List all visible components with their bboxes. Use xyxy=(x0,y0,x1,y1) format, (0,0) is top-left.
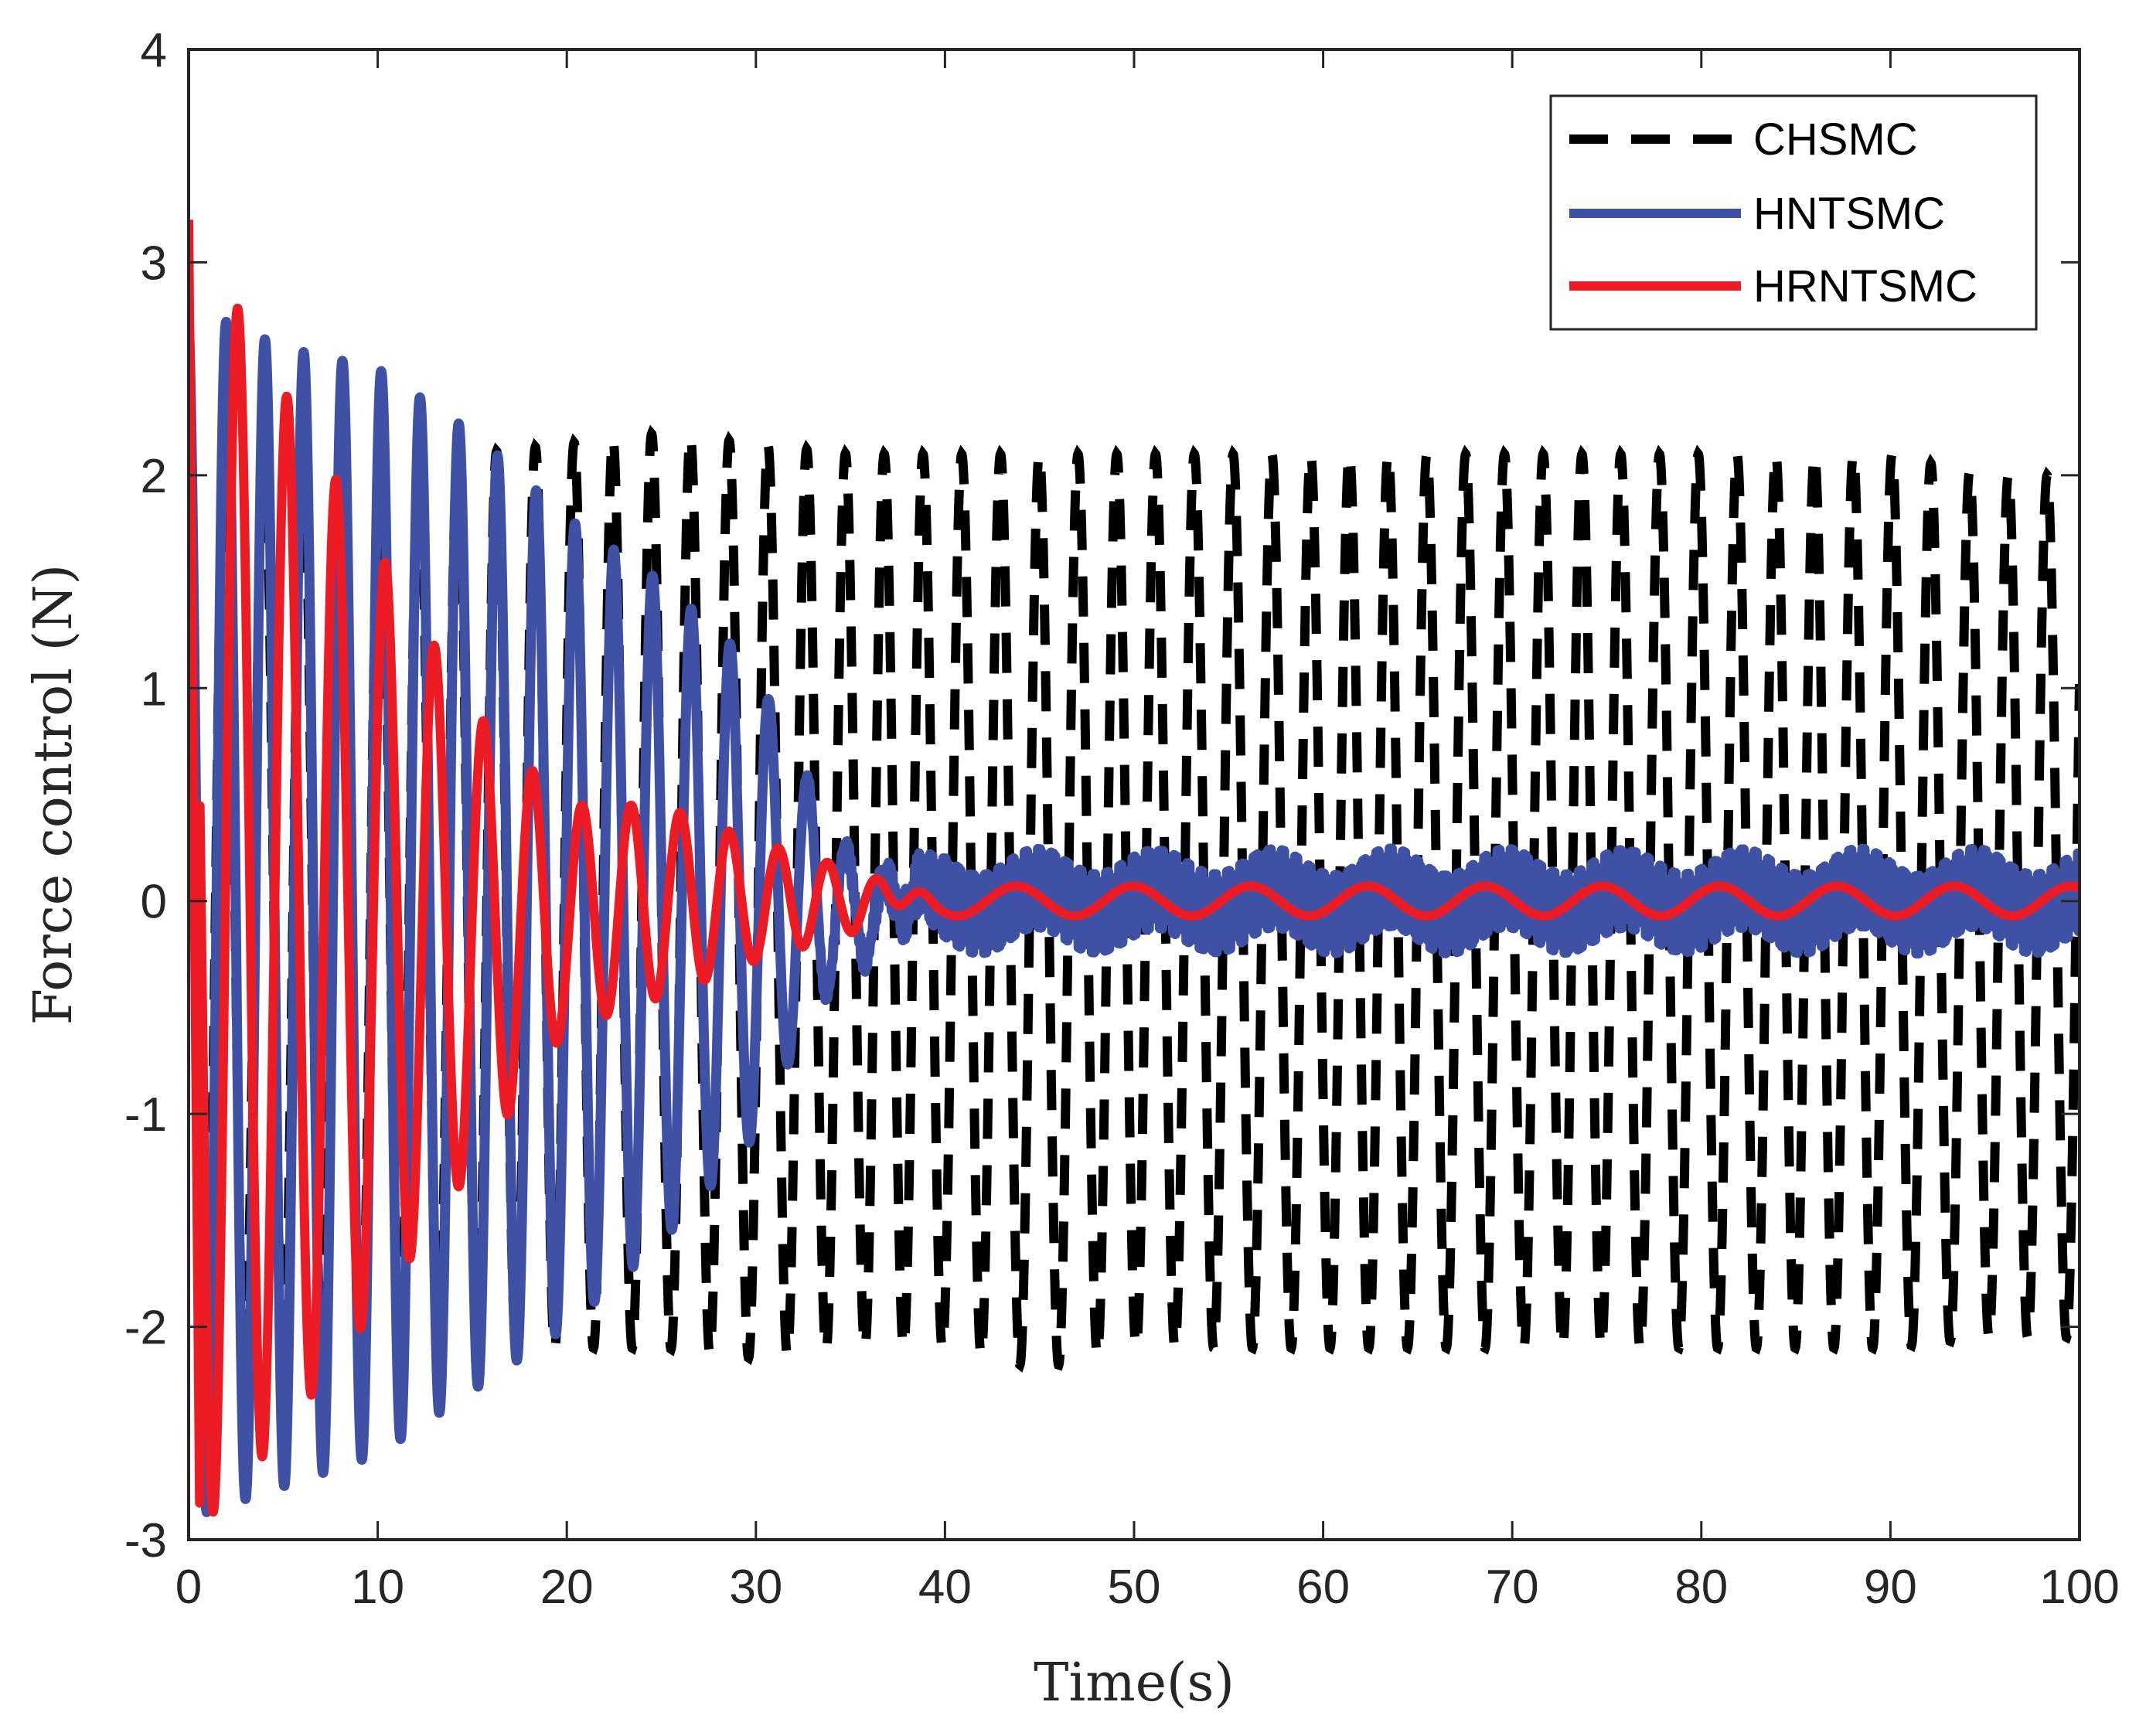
y-axis-title: Force control (N) xyxy=(23,564,84,1025)
x-tick-label: 40 xyxy=(918,1561,972,1614)
series-line-hrntsmc xyxy=(189,220,2080,1517)
y-tick-label: 1 xyxy=(141,662,167,716)
y-tick-label: 0 xyxy=(141,876,167,929)
legend-label-hrntsmc: HRNTSMC xyxy=(1753,261,1977,311)
x-axis-title: Time(s) xyxy=(1034,1653,1235,1714)
legend: CHSMC HNTSMC HRNTSMC xyxy=(1549,94,2038,331)
y-tick-label: -1 xyxy=(124,1088,167,1142)
x-tick-label: 20 xyxy=(540,1561,594,1614)
x-tick-label: 10 xyxy=(351,1561,404,1614)
x-tick-label: 60 xyxy=(1296,1561,1350,1614)
x-tick-label: 100 xyxy=(2039,1561,2119,1614)
x-tick-label: 80 xyxy=(1674,1561,1728,1614)
legend-label-chsmc: CHSMC xyxy=(1753,114,1918,165)
x-tick-label: 50 xyxy=(1108,1561,1161,1614)
series-line-hntsmc xyxy=(189,316,2080,1517)
y-tick-label: 2 xyxy=(141,450,167,503)
ticks-layer xyxy=(187,48,2081,1541)
y-tick-label: -2 xyxy=(124,1302,167,1355)
series-layer xyxy=(189,220,2080,1517)
y-tick-label: 4 xyxy=(141,24,167,77)
x-tick-label: 70 xyxy=(1486,1561,1539,1614)
y-tick-label: 3 xyxy=(141,237,167,290)
x-tick-label: 0 xyxy=(175,1561,202,1614)
x-tick-label: 30 xyxy=(729,1561,782,1614)
x-tick-label: 90 xyxy=(1864,1561,1917,1614)
legend-label-hntsmc: HNTSMC xyxy=(1753,189,1945,239)
y-tick-label: -3 xyxy=(124,1514,167,1568)
tick-labels-layer: 0 10 20 30 40 50 60 70 80 90 100 -3 -2 -1 0 1 2 3 4 xyxy=(124,24,2120,1614)
